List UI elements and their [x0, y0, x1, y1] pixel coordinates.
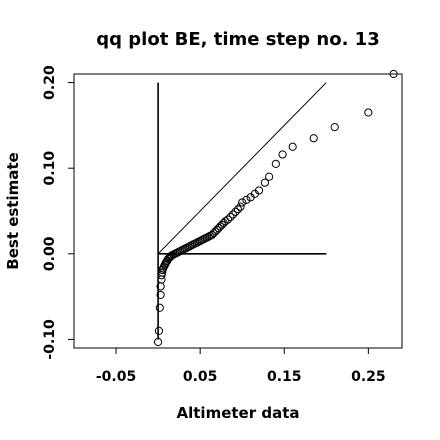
data-point: [154, 326, 164, 335]
data-point: [223, 215, 233, 224]
data-point: [242, 195, 251, 204]
data-point: [260, 178, 270, 187]
data-point: [155, 303, 164, 312]
y-axis-title: Best estimate: [4, 152, 22, 269]
data-point: [288, 142, 297, 151]
data-point: [278, 150, 287, 159]
data-point: [233, 205, 243, 214]
y-tick-label: 0.10: [42, 151, 58, 186]
data-point: [231, 207, 240, 216]
data-point: [158, 268, 167, 277]
chart-title: qq plot BE, time step no. 13: [96, 29, 379, 50]
data-point: [236, 202, 245, 211]
x-tick-label: -0.05: [96, 369, 136, 385]
diagonal-reference-line: [157, 82, 327, 255]
data-point: [166, 252, 175, 261]
reference-lines: [157, 82, 327, 340]
data-point: [364, 108, 373, 117]
data-point: [157, 275, 166, 284]
plot-area-frame: [73, 73, 403, 349]
x-axis: -0.05 0.05 0.15 0.25: [96, 348, 386, 385]
data-point: [389, 69, 398, 79]
y-tick-label: 0.20: [42, 65, 58, 100]
data-point: [271, 159, 280, 169]
data-points: [154, 69, 398, 347]
data-point: [221, 217, 230, 226]
x-axis-title: Altimeter data: [177, 404, 300, 422]
data-point: [330, 122, 339, 132]
data-point: [156, 290, 165, 300]
data-point: [254, 186, 264, 195]
y-axis: -0.10 0.00 0.10 0.20: [42, 65, 74, 360]
x-tick-label: 0.15: [267, 369, 302, 385]
data-point: [226, 212, 235, 222]
x-tick-label: 0.25: [351, 369, 386, 385]
data-point: [154, 337, 163, 347]
data-point: [265, 172, 274, 181]
data-point: [238, 198, 247, 207]
y-tick-label: 0.00: [42, 236, 58, 271]
data-point: [228, 210, 238, 219]
y-tick-label: -0.10: [42, 319, 58, 360]
x-tick-label: 0.05: [183, 369, 218, 385]
data-point: [309, 134, 318, 143]
